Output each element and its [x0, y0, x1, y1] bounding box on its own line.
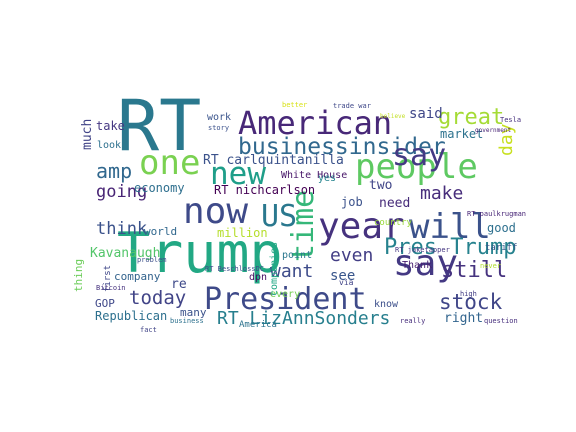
word: better [282, 101, 307, 109]
word: dpn [249, 272, 267, 283]
word: Pres Trump [384, 235, 516, 260]
word: America [239, 320, 277, 330]
word: country [374, 218, 413, 228]
word: Kavanaugh [90, 246, 160, 261]
word: problem [137, 256, 167, 264]
word: take [96, 119, 125, 133]
word: RT BeschlossDC [205, 265, 264, 273]
word: RT paulkrugman [467, 210, 526, 218]
word: trade war [333, 102, 371, 110]
word: Thank [402, 260, 432, 271]
word: RT LizAnnSonders [217, 308, 390, 329]
word: thing [72, 259, 85, 292]
word: economy [134, 181, 185, 195]
word: need [379, 196, 410, 211]
word: look [97, 140, 121, 151]
word: RT jaketapper [395, 246, 450, 254]
word: time [286, 190, 321, 262]
word: story [208, 124, 229, 132]
word: President [204, 282, 367, 317]
word: people [355, 147, 478, 187]
word: RT carlquintanilla [203, 153, 344, 168]
word: companies [269, 242, 280, 296]
word: will [409, 207, 491, 247]
word: much [80, 119, 95, 150]
word: one [139, 143, 200, 183]
word: say [392, 138, 446, 173]
word: White House [281, 170, 347, 181]
word: now [183, 191, 248, 232]
word: make [420, 183, 463, 204]
word: via [339, 278, 354, 287]
word: two [369, 178, 392, 193]
word: never [480, 262, 501, 270]
word: market [440, 127, 483, 141]
word: RT nichcarlson [214, 183, 315, 197]
word: really [400, 317, 425, 325]
word: think [96, 219, 147, 239]
word: company [114, 270, 161, 283]
word: stock [439, 290, 503, 314]
word: even [330, 245, 373, 266]
word: new [210, 156, 266, 192]
word: today [129, 287, 186, 309]
word: every [270, 289, 300, 300]
word: amp [96, 159, 132, 183]
word: high [460, 290, 477, 298]
word: fact [140, 326, 157, 334]
word: great [438, 105, 504, 130]
word: businessinsider [238, 134, 446, 160]
word: re [171, 277, 187, 292]
word: point [282, 250, 312, 261]
word: Trump [117, 221, 283, 285]
word: work [207, 112, 231, 123]
word: GOP [95, 297, 115, 310]
word: know [374, 299, 399, 310]
word: first [103, 265, 113, 292]
word: yes [318, 173, 336, 184]
word: Tesla [500, 116, 521, 124]
word: many [180, 306, 207, 319]
word: world [144, 225, 177, 238]
word: RT [117, 85, 201, 167]
word: US [261, 199, 297, 234]
word: said [409, 106, 443, 122]
word: American [238, 104, 392, 142]
word: right [444, 311, 483, 326]
word: million [217, 226, 268, 240]
word: question [484, 317, 518, 325]
word: tariff [485, 243, 518, 253]
word: good [487, 221, 516, 235]
word: want [270, 261, 313, 282]
word: day [496, 123, 517, 156]
word: Republican [95, 309, 167, 323]
word: government [475, 127, 512, 134]
word: Bitcoin [96, 284, 126, 292]
word: believe [380, 113, 406, 120]
word: business [170, 317, 204, 325]
word: see [330, 268, 355, 284]
word: year [318, 206, 405, 247]
word: say [393, 243, 458, 284]
word: going [96, 182, 147, 202]
word: still [441, 258, 507, 283]
word: job [341, 195, 363, 209]
